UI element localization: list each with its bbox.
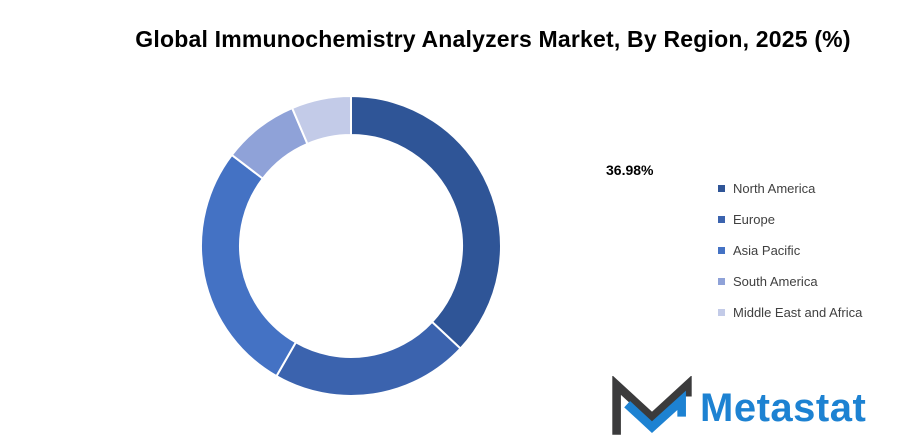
metastat-logo: Metastat — [608, 376, 866, 440]
donut-chart — [195, 90, 507, 402]
legend-item-south-america: South America — [718, 273, 862, 289]
metastat-logo-mark-icon — [612, 376, 692, 435]
donut-segment-asia-pacific — [200, 153, 298, 378]
legend-item-north-america: North America — [718, 180, 862, 196]
legend-marker-icon — [718, 308, 725, 316]
legend-item-label: Asia Pacific — [733, 242, 801, 258]
legend-marker-icon — [718, 215, 725, 223]
legend-item-middle-east-and-africa: Middle East and Africa — [718, 304, 863, 320]
legend-marker-icon — [718, 184, 725, 192]
legend-item-label: Europe — [733, 211, 775, 227]
legend-item-asia-pacific: Asia Pacific — [718, 242, 862, 258]
logo-mark-blue-check — [624, 390, 686, 433]
chart-title: Global Immunochemistry Analyzers Market,… — [135, 26, 851, 52]
legend-marker-icon — [718, 246, 725, 254]
metastat-logo-text: Metastat — [700, 386, 867, 430]
legend-marker-icon — [718, 277, 725, 285]
legend-item-label: Middle East and Africa — [733, 304, 863, 320]
legend-item-label: North America — [733, 180, 816, 196]
donut-segment-europe — [275, 320, 462, 397]
legend: North America Europe Asia Pacific South Ame… — [718, 180, 863, 320]
donut-chart-svg — [200, 94, 502, 397]
legend-item-europe: Europe — [718, 211, 862, 227]
donut-segment-north-america — [350, 94, 502, 350]
north-america-value-label: 36.98% — [606, 162, 654, 178]
legend-item-label: South America — [733, 273, 818, 289]
logo-mark-dark-m — [612, 376, 692, 435]
donut-segment-middle-east-and-africa — [290, 94, 352, 146]
